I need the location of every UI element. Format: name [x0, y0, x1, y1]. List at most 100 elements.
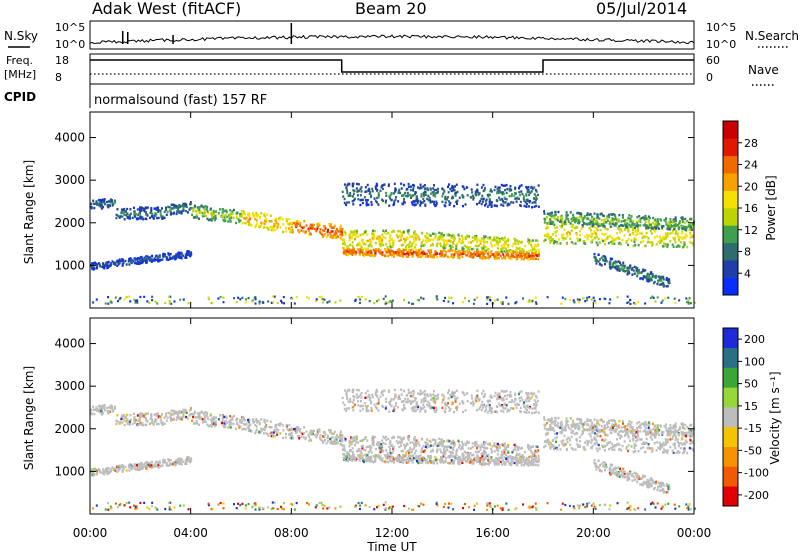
- power-echo: [444, 245, 447, 248]
- power-echo: [520, 251, 523, 254]
- power-echo: [359, 250, 362, 254]
- power-echo: [150, 209, 153, 213]
- power-echo: [443, 249, 446, 252]
- power-noise: [576, 298, 579, 301]
- power-echo: [190, 251, 193, 254]
- power-echo: [364, 247, 367, 250]
- velocity-echo: [334, 441, 337, 444]
- power-noise: [129, 300, 132, 303]
- power-echo: [392, 240, 395, 243]
- velocity-echo: [178, 411, 181, 414]
- power-echo: [189, 201, 192, 204]
- power-echo: [295, 222, 298, 225]
- velocity-echo: [387, 437, 390, 441]
- velocity-echo: [537, 457, 540, 460]
- power-echo: [144, 210, 147, 214]
- power-echo: [375, 182, 378, 186]
- power-echo: [410, 185, 413, 188]
- power-echo: [375, 201, 378, 204]
- power-echo: [109, 262, 112, 265]
- velocity-echo: [356, 450, 359, 453]
- power-echo: [528, 255, 531, 258]
- power-echo: [128, 257, 131, 261]
- power-echo: [123, 218, 126, 221]
- power-echo: [674, 241, 677, 244]
- power-echo: [379, 241, 382, 245]
- velocity-echo: [294, 427, 297, 431]
- power-echo: [351, 195, 354, 198]
- power-echo: [153, 257, 156, 260]
- power-echo: [294, 223, 297, 227]
- velocity-echo: [342, 456, 345, 460]
- velocity-echo: [467, 447, 470, 450]
- power-echo: [342, 250, 345, 254]
- power-echo: [479, 252, 482, 256]
- power-echo: [326, 234, 329, 237]
- power-echo: [659, 241, 662, 244]
- power-echo: [505, 253, 508, 257]
- power-echo: [106, 266, 109, 270]
- power-echo: [407, 185, 410, 188]
- velocity-echo: [133, 421, 136, 424]
- velocity-echo: [414, 457, 417, 461]
- power-noise: [486, 302, 489, 305]
- velocity-echo: [369, 459, 372, 462]
- power-echo: [532, 239, 535, 242]
- velocity-echo: [467, 457, 470, 460]
- power-echo: [351, 244, 354, 248]
- velocity-echo: [361, 439, 364, 442]
- power-echo: [532, 252, 535, 255]
- power-echo: [351, 182, 354, 186]
- velocity-echo: [472, 461, 475, 465]
- power-noise: [318, 295, 321, 299]
- velocity-echo: [362, 459, 365, 463]
- power-echo: [485, 198, 488, 201]
- velocity-echo: [532, 445, 535, 448]
- power-echo: [359, 199, 362, 202]
- power-echo: [614, 217, 617, 220]
- power-echo: [270, 225, 273, 228]
- velocity-echo: [371, 438, 374, 442]
- power-echo: [159, 213, 162, 216]
- power-echo: [517, 242, 520, 246]
- power-echo: [591, 220, 594, 223]
- power-echo: [656, 282, 659, 286]
- velocity-echo: [528, 445, 531, 448]
- power-echo: [653, 226, 656, 229]
- power-noise: [626, 301, 629, 304]
- power-echo: [406, 229, 409, 233]
- power-echo: [461, 239, 464, 242]
- power-echo: [499, 191, 502, 194]
- power-echo: [607, 241, 610, 245]
- power-noise: [143, 295, 146, 298]
- velocity-echo: [204, 410, 207, 414]
- velocity-echo: [400, 438, 403, 442]
- power-echo: [254, 224, 257, 227]
- power-echo: [537, 248, 540, 251]
- power-echo: [365, 201, 368, 204]
- power-echo: [262, 226, 265, 229]
- power-echo: [515, 246, 518, 249]
- power-noise: [328, 300, 331, 303]
- velocity-echo: [441, 442, 444, 445]
- power-echo: [177, 208, 180, 212]
- power-echo: [682, 225, 685, 228]
- velocity-echo: [365, 458, 368, 461]
- velocity-echo: [518, 452, 521, 456]
- power-echo: [633, 265, 636, 269]
- power-echo: [475, 193, 478, 197]
- velocity-echo: [238, 426, 241, 429]
- velocity-echo: [528, 455, 531, 459]
- power-echo: [482, 183, 485, 187]
- power-echo: [640, 277, 643, 280]
- power-echo: [203, 208, 206, 212]
- power-echo: [368, 189, 371, 193]
- power-echo: [416, 251, 419, 255]
- velocity-echo: [291, 434, 294, 438]
- power-echo: [579, 238, 582, 241]
- power-echo: [501, 257, 504, 260]
- velocity-echo: [349, 440, 352, 444]
- velocity-echo: [185, 409, 188, 412]
- power-echo: [648, 279, 651, 283]
- power-echo: [195, 215, 198, 218]
